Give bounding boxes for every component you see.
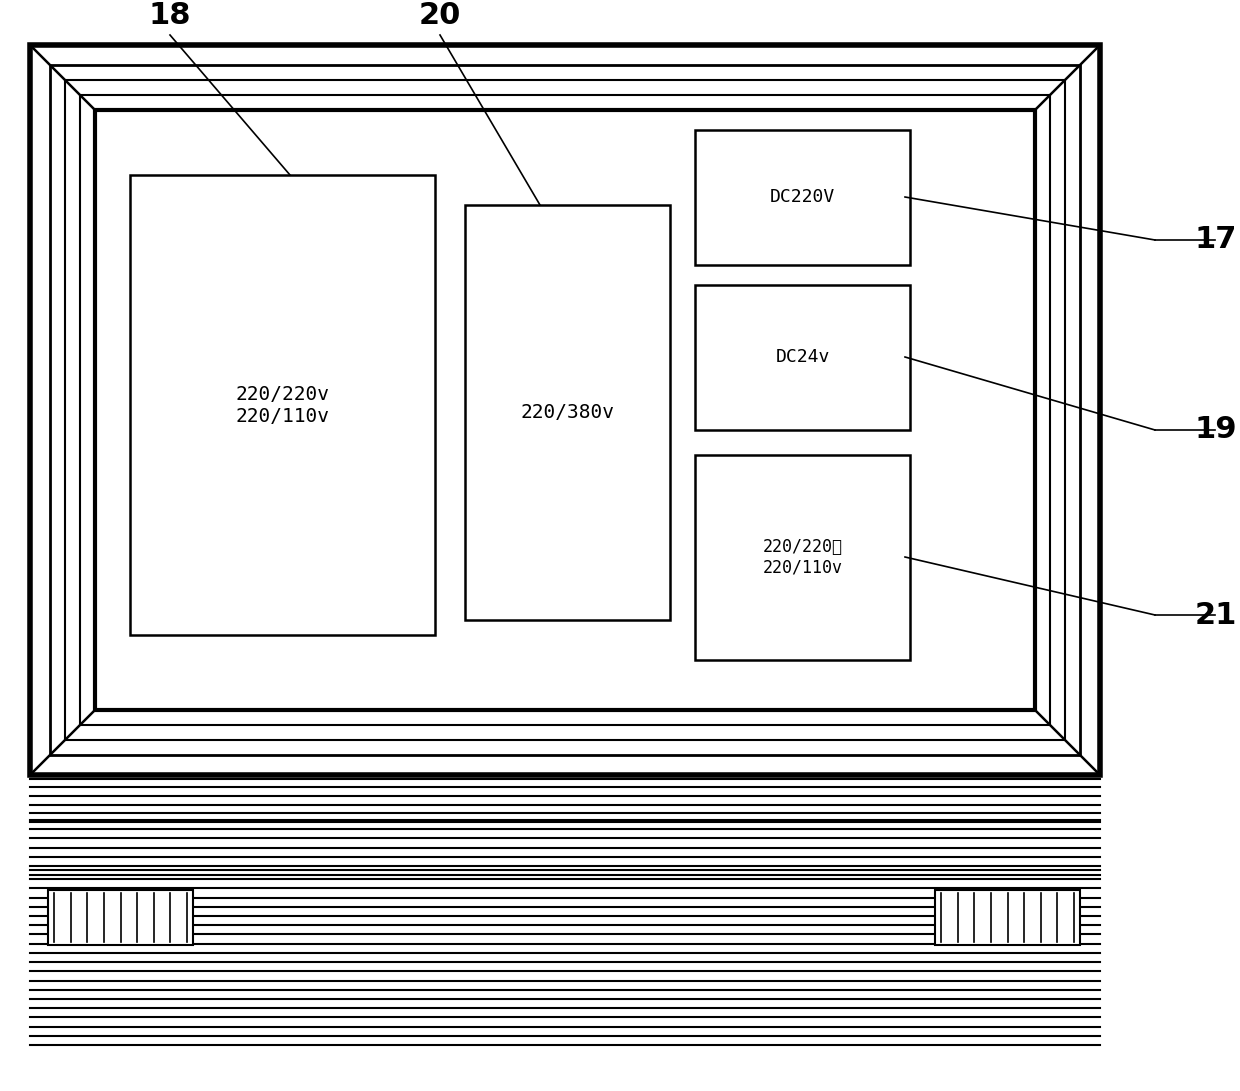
Bar xyxy=(30,45,1100,775)
Text: 17: 17 xyxy=(1195,226,1238,254)
Text: DC220V: DC220V xyxy=(770,189,835,206)
Text: 21: 21 xyxy=(1195,600,1238,630)
Bar xyxy=(694,455,910,660)
Bar xyxy=(465,205,670,620)
Text: DC24v: DC24v xyxy=(775,348,830,367)
Bar xyxy=(694,130,910,265)
Text: 20: 20 xyxy=(419,0,461,29)
Bar xyxy=(95,110,1035,710)
Bar xyxy=(694,285,910,430)
Bar xyxy=(81,95,1050,726)
Bar xyxy=(130,175,435,635)
Text: 220/220v
220/110v: 220/220v 220/110v xyxy=(236,384,330,425)
Bar xyxy=(48,890,193,945)
Bar xyxy=(64,80,1065,740)
Text: 220/220。
220/110v: 220/220。 220/110v xyxy=(763,538,842,577)
Bar xyxy=(50,65,1080,755)
Text: 18: 18 xyxy=(149,0,191,29)
Bar xyxy=(935,890,1080,945)
Text: 220/380v: 220/380v xyxy=(521,403,615,422)
Text: 19: 19 xyxy=(1195,416,1238,444)
